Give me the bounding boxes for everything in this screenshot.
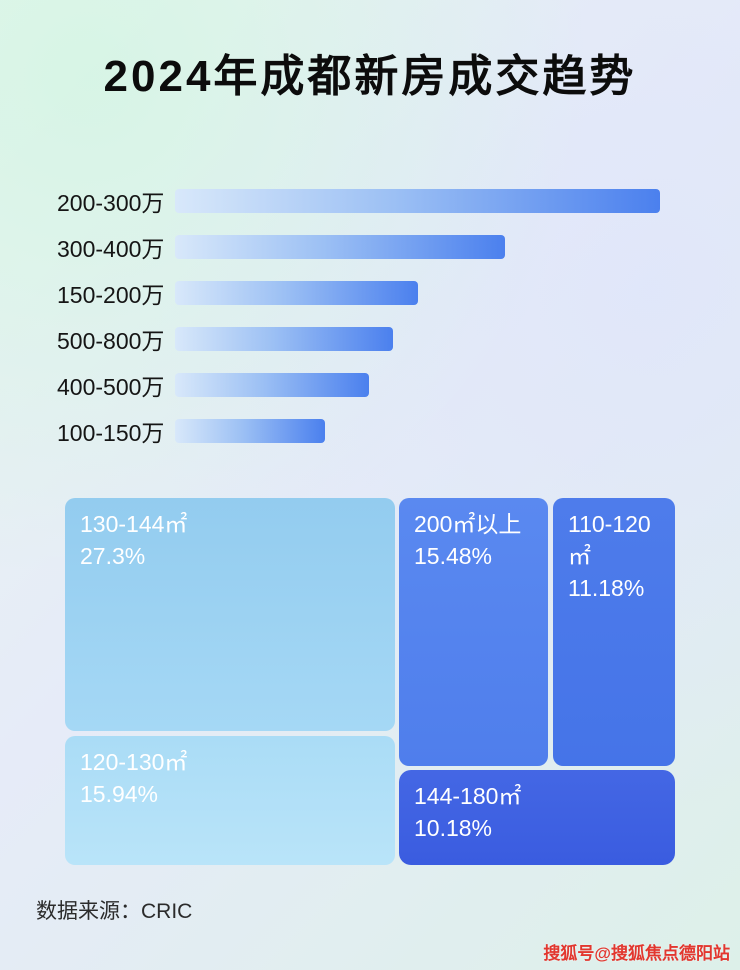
bar-category-label: 200-300万 [57, 190, 165, 216]
bar-200-300 [175, 189, 660, 213]
bar-row: 300-400万 [0, 224, 740, 270]
block-label: 200㎡以上 [414, 511, 522, 537]
bar-track [175, 189, 660, 213]
bar-row: 150-200万 [0, 270, 740, 316]
bar-category-label: 400-500万 [57, 374, 165, 400]
bar-category-label: 100-150万 [57, 420, 165, 446]
treemap-block-130-144: 130-144㎡ 27.3% [65, 498, 395, 731]
block-label: 120-130㎡ [80, 749, 188, 775]
treemap-block-144-180: 144-180㎡ 10.18% [399, 770, 675, 865]
bar-row: 200-300万 [0, 178, 740, 224]
bar-track [175, 281, 660, 305]
bar-row: 400-500万 [0, 362, 740, 408]
treemap-block-110-120: 110-120㎡ 11.18% [553, 498, 675, 766]
page-title: 2024年成都新房成交趋势 [103, 52, 637, 101]
block-percent: 15.48% [414, 543, 493, 570]
bar-category-label: 500-800万 [57, 328, 165, 354]
data-source-label: 数据来源：CRIC [36, 900, 193, 923]
bar-100-150 [175, 419, 326, 443]
bar-category-label: 150-200万 [57, 282, 165, 308]
bar-150-200 [175, 281, 418, 305]
bar-400-500 [175, 373, 369, 397]
bar-row: 100-150万 [0, 408, 740, 454]
treemap-block-120-130: 120-130㎡ 15.94% [65, 736, 395, 865]
price-range-bar-chart: 200-300万 300-400万 150-200万 500-800万 400-… [0, 178, 740, 454]
bar-track [175, 327, 660, 351]
treemap-block-200-plus: 200㎡以上 15.48% [399, 498, 548, 766]
bar-track [175, 419, 660, 443]
block-label: 130-144㎡ [80, 511, 188, 537]
bar-track [175, 373, 660, 397]
area-share-treemap: 130-144㎡ 27.3% 120-130㎡ 15.94% 200㎡以上 15… [65, 498, 675, 865]
bar-category-label: 300-400万 [57, 236, 165, 262]
block-percent: 27.3% [80, 543, 146, 570]
block-percent: 10.18% [414, 815, 493, 842]
bar-300-400 [175, 235, 505, 259]
block-label: 110-120㎡ [568, 511, 651, 570]
block-label: 144-180㎡ [414, 783, 522, 809]
bar-500-800 [175, 327, 394, 351]
bar-row: 500-800万 [0, 316, 740, 362]
watermark-text: 搜狐号@搜狐焦点德阳站 [543, 944, 730, 963]
bar-track [175, 235, 660, 259]
block-percent: 15.94% [80, 781, 159, 808]
block-percent: 11.18% [568, 575, 645, 602]
